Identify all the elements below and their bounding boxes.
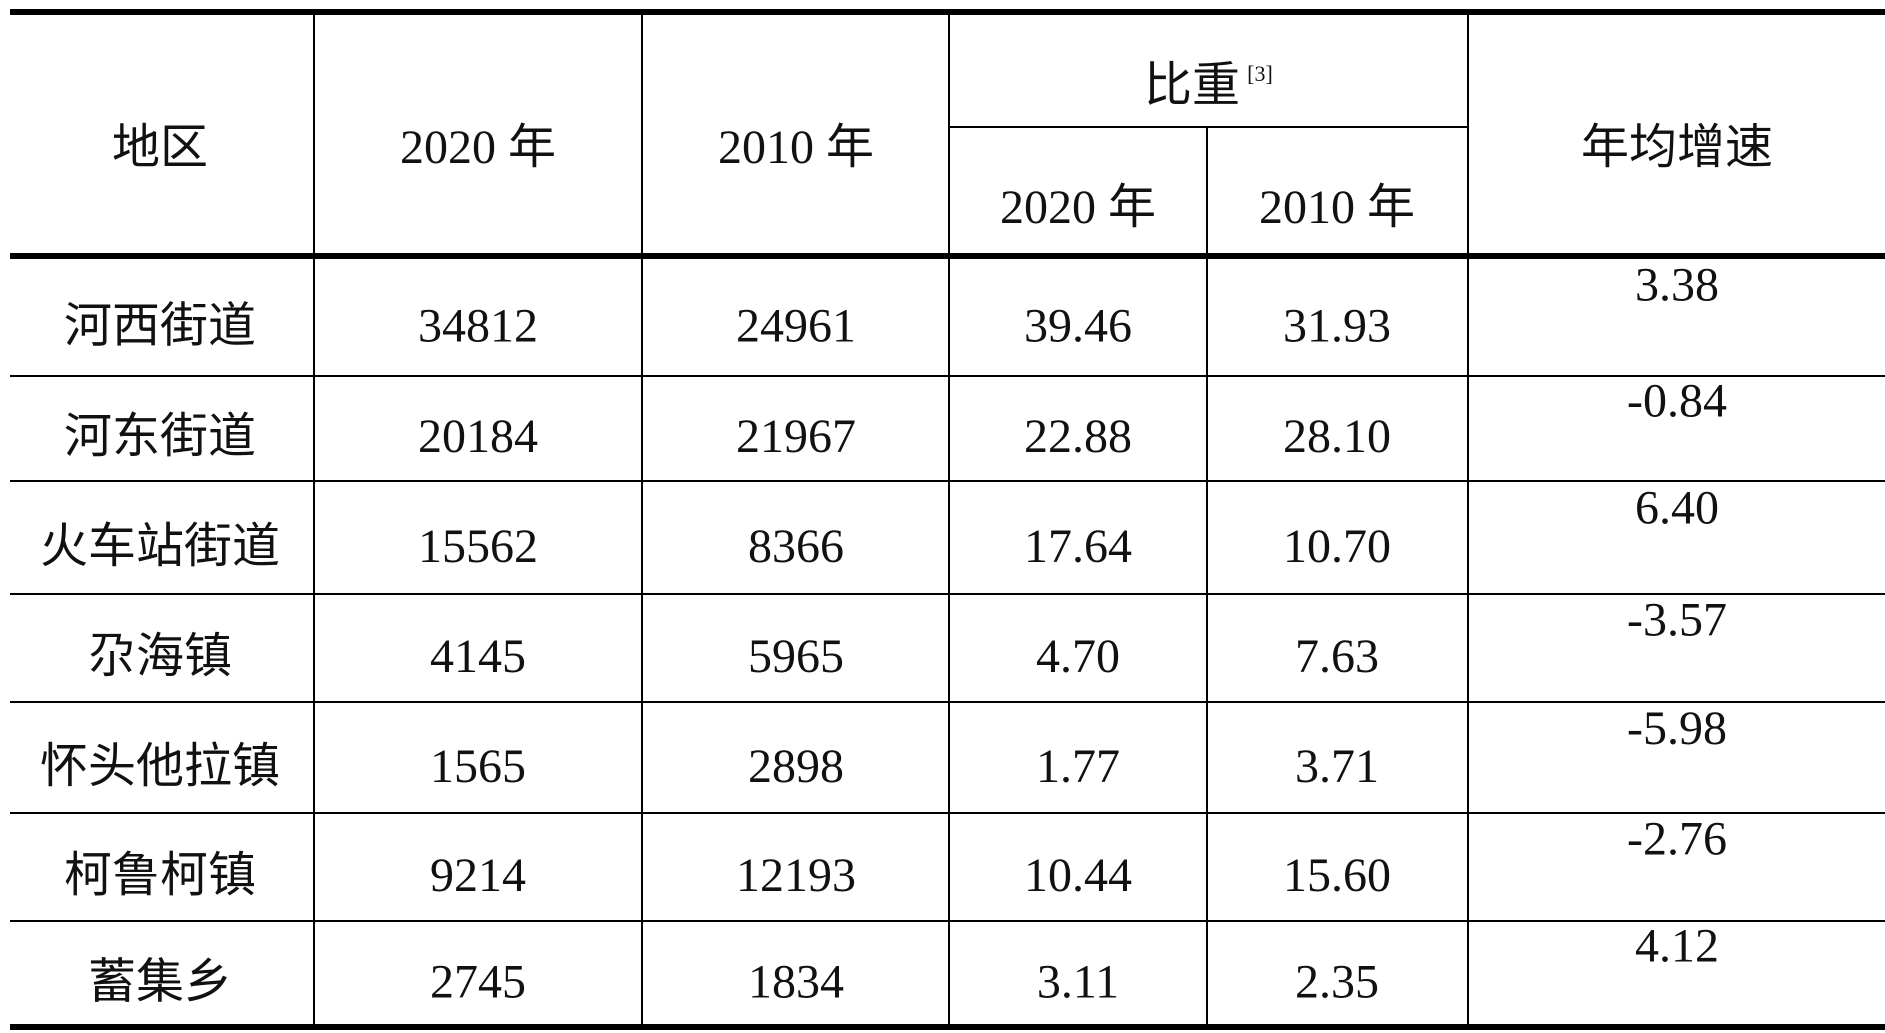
header-cell: 2020 年	[1000, 181, 1156, 234]
row-label: 河东街道	[64, 410, 256, 463]
cell: 5965	[748, 630, 844, 683]
cell: 3.11	[1037, 956, 1119, 1009]
cell: 6.40	[1635, 482, 1719, 535]
cell: 4.12	[1635, 920, 1719, 973]
row-label: 怀头他拉镇	[40, 740, 280, 793]
cell: 7.63	[1295, 630, 1379, 683]
cell: -5.98	[1627, 702, 1727, 755]
cell: 10.70	[1283, 520, 1391, 573]
cell: 24961	[736, 299, 856, 352]
row-label: 柯鲁柯镇	[64, 849, 256, 902]
cell: 17.64	[1024, 520, 1132, 573]
header-cell: 2010 年	[1259, 181, 1415, 234]
header-cell: 年均增速	[1581, 121, 1773, 174]
cell: 34812	[418, 299, 538, 352]
cell: 8366	[748, 520, 844, 573]
cell: 2898	[748, 740, 844, 793]
header-cell: 地区	[112, 121, 208, 174]
cell: -3.57	[1627, 593, 1727, 646]
cell: 39.46	[1024, 299, 1132, 352]
header-cell: 2020 年	[400, 121, 556, 174]
cell: 1565	[430, 740, 526, 793]
cell: 3.71	[1295, 740, 1379, 793]
row-label: 尕海镇	[88, 630, 232, 683]
header-cell: 2010 年	[718, 121, 874, 174]
cell: 12193	[736, 849, 856, 902]
cell: 15.60	[1283, 849, 1391, 902]
cell: 28.10	[1283, 410, 1391, 463]
row-label: 河西街道	[64, 299, 256, 352]
cell: 20184	[418, 410, 538, 463]
footnote-mark: [3]	[1247, 61, 1273, 86]
cell: 4.70	[1036, 630, 1120, 683]
cell: 1.77	[1036, 740, 1120, 793]
cell: 15562	[418, 520, 538, 573]
cell: 22.88	[1024, 410, 1132, 463]
cell: 31.93	[1283, 299, 1391, 352]
cell: 4145	[430, 630, 526, 683]
table-rules	[10, 9, 1885, 1030]
cell: 21967	[736, 410, 856, 463]
cell: 1834	[748, 956, 844, 1009]
row-label: 火车站街道	[40, 520, 280, 573]
header-cell: 比重	[1144, 59, 1240, 112]
cell: -2.76	[1627, 812, 1727, 865]
cell: 9214	[430, 849, 526, 902]
cell: -0.84	[1627, 374, 1727, 427]
row-label: 蓄集乡	[88, 956, 232, 1009]
cell: 3.38	[1635, 259, 1719, 312]
cell: 2745	[430, 956, 526, 1009]
cell: 10.44	[1024, 849, 1132, 902]
cell: 2.35	[1295, 956, 1379, 1009]
